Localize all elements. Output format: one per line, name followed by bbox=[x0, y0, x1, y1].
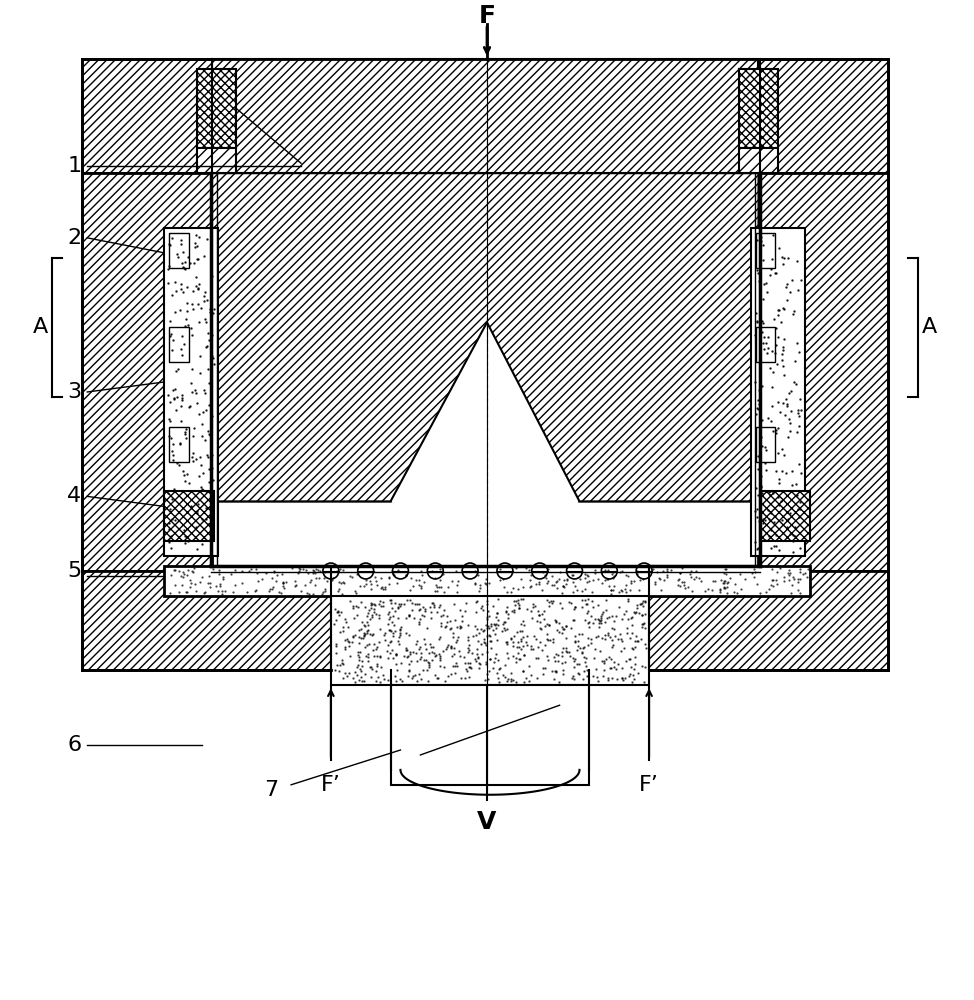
Bar bbox=[82, 571, 331, 670]
Text: V: V bbox=[477, 810, 497, 834]
Bar bbox=[639, 571, 887, 670]
Bar bbox=[391, 685, 589, 785]
Polygon shape bbox=[211, 173, 759, 501]
Bar bbox=[82, 173, 211, 571]
Bar bbox=[759, 173, 887, 571]
Bar bbox=[164, 228, 218, 556]
Text: F: F bbox=[478, 4, 496, 28]
Text: 6: 6 bbox=[67, 735, 82, 755]
Text: A: A bbox=[922, 317, 937, 337]
Bar bbox=[738, 148, 778, 173]
Bar bbox=[197, 69, 237, 148]
Bar bbox=[738, 148, 778, 173]
Text: 2: 2 bbox=[67, 228, 82, 248]
Bar bbox=[197, 148, 237, 173]
Bar bbox=[738, 69, 778, 148]
Bar bbox=[756, 327, 775, 362]
Bar bbox=[211, 59, 759, 173]
Bar bbox=[331, 596, 649, 685]
Bar bbox=[82, 59, 887, 173]
Bar bbox=[164, 491, 213, 541]
Bar bbox=[166, 230, 216, 554]
Text: 4: 4 bbox=[67, 486, 82, 506]
Bar bbox=[197, 69, 237, 148]
Bar bbox=[761, 491, 810, 541]
Bar bbox=[169, 233, 189, 268]
Bar bbox=[82, 173, 211, 571]
Bar bbox=[759, 173, 887, 571]
Text: A: A bbox=[33, 317, 48, 337]
Bar bbox=[164, 491, 213, 541]
Bar bbox=[639, 571, 887, 670]
Text: 1: 1 bbox=[67, 156, 82, 176]
Bar bbox=[211, 59, 759, 173]
Bar bbox=[756, 233, 775, 268]
Text: F’: F’ bbox=[639, 775, 659, 795]
Bar bbox=[82, 571, 331, 670]
Bar bbox=[164, 566, 810, 596]
Text: 7: 7 bbox=[264, 780, 279, 800]
Bar bbox=[82, 59, 887, 173]
Text: 3: 3 bbox=[67, 382, 82, 402]
Bar bbox=[738, 69, 778, 148]
Bar bbox=[751, 228, 805, 556]
Polygon shape bbox=[211, 173, 391, 501]
Bar bbox=[169, 427, 189, 462]
Bar bbox=[169, 327, 189, 362]
Bar bbox=[761, 491, 810, 541]
Polygon shape bbox=[580, 173, 759, 501]
Text: 5: 5 bbox=[67, 561, 82, 581]
Text: F’: F’ bbox=[320, 775, 341, 795]
Bar bbox=[197, 148, 237, 173]
Bar bbox=[756, 427, 775, 462]
